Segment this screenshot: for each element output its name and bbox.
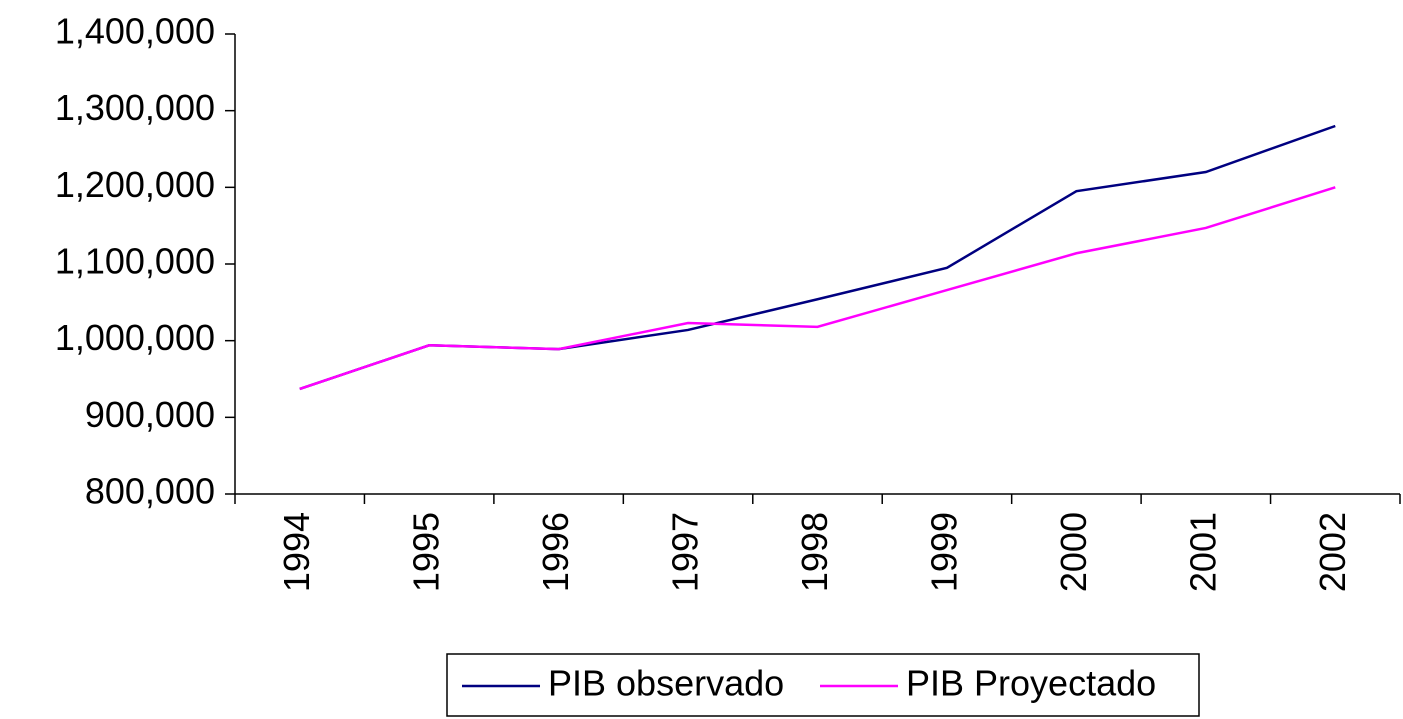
y-tick-label: 1,300,000: [55, 87, 215, 128]
y-tick-label: 1,400,000: [55, 11, 215, 52]
y-tick-label: 1,000,000: [55, 317, 215, 358]
legend-label: PIB Proyectado: [906, 663, 1156, 704]
y-tick-label: 1,100,000: [55, 241, 215, 282]
y-tick-label: 800,000: [85, 471, 215, 512]
x-tick-label: 2001: [1182, 512, 1223, 592]
series-line: [299, 124, 1336, 391]
series-line: [299, 186, 1336, 391]
legend-label: PIB observado: [548, 663, 784, 704]
x-tick-label: 1994: [276, 512, 317, 592]
x-tick-label: 2002: [1312, 512, 1353, 592]
x-tick-label: 1998: [794, 512, 835, 592]
y-tick-label: 1,200,000: [55, 164, 215, 205]
x-tick-label: 1997: [665, 512, 706, 592]
x-tick-label: 1995: [406, 512, 447, 592]
x-tick-label: 1999: [923, 512, 964, 592]
x-tick-label: 2000: [1053, 512, 1094, 592]
y-tick-label: 900,000: [85, 394, 215, 435]
x-tick-label: 1996: [535, 512, 576, 592]
